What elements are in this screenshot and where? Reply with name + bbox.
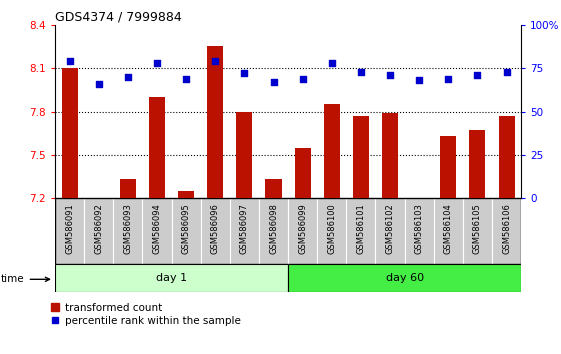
Bar [55,264,288,292]
Bar [346,198,375,264]
Point [240,70,249,76]
Point [269,79,278,85]
Bar [288,198,317,264]
Text: GSM586099: GSM586099 [298,204,307,254]
Text: GSM586092: GSM586092 [94,204,103,254]
Bar [499,116,514,198]
Bar [236,112,252,198]
Bar [172,198,201,264]
Text: day 1: day 1 [156,273,187,283]
Point [327,60,336,66]
Bar [434,198,463,264]
Point [153,60,162,66]
Bar [324,104,340,198]
Bar [375,198,404,264]
Point [415,78,424,83]
Bar [62,68,77,198]
Text: time: time [1,274,49,284]
Bar [178,191,194,198]
Bar [288,264,521,292]
Bar [440,136,456,198]
Point [94,81,103,87]
Bar [317,198,346,264]
Point [385,72,394,78]
Bar [492,198,521,264]
Bar [84,198,113,264]
Bar [113,198,142,264]
Point [182,76,191,81]
Text: GSM586104: GSM586104 [444,204,453,254]
Bar [353,116,369,198]
Text: GDS4374 / 7999884: GDS4374 / 7999884 [55,11,182,24]
Bar [265,179,282,198]
Text: GSM586096: GSM586096 [211,204,220,255]
Text: GSM586093: GSM586093 [123,204,132,255]
Point [502,69,511,74]
Text: GSM586091: GSM586091 [65,204,74,254]
Point [211,58,220,64]
Text: GSM586100: GSM586100 [327,204,336,254]
Text: GSM586098: GSM586098 [269,204,278,255]
Point [473,72,482,78]
Text: GSM586101: GSM586101 [356,204,365,254]
Bar [404,198,434,264]
Text: day 60: day 60 [385,273,424,283]
Point [123,74,132,80]
Text: GSM586095: GSM586095 [182,204,191,254]
Bar [463,198,492,264]
Bar [207,46,223,198]
Bar [259,198,288,264]
Legend: transformed count, percentile rank within the sample: transformed count, percentile rank withi… [49,301,242,328]
Bar [142,198,172,264]
Text: GSM586102: GSM586102 [385,204,394,254]
Point [356,69,365,74]
Bar [120,179,136,198]
Bar [55,198,84,264]
Text: GSM586106: GSM586106 [502,204,511,255]
Bar [295,148,311,198]
Point [298,76,307,81]
Bar [382,113,398,198]
Bar [230,198,259,264]
Point [444,76,453,81]
Text: GSM586103: GSM586103 [415,204,424,255]
Text: GSM586105: GSM586105 [473,204,482,254]
Point [65,58,74,64]
Bar [470,130,485,198]
Bar [201,198,230,264]
Bar [149,97,165,198]
Text: GSM586094: GSM586094 [153,204,162,254]
Text: GSM586097: GSM586097 [240,204,249,255]
